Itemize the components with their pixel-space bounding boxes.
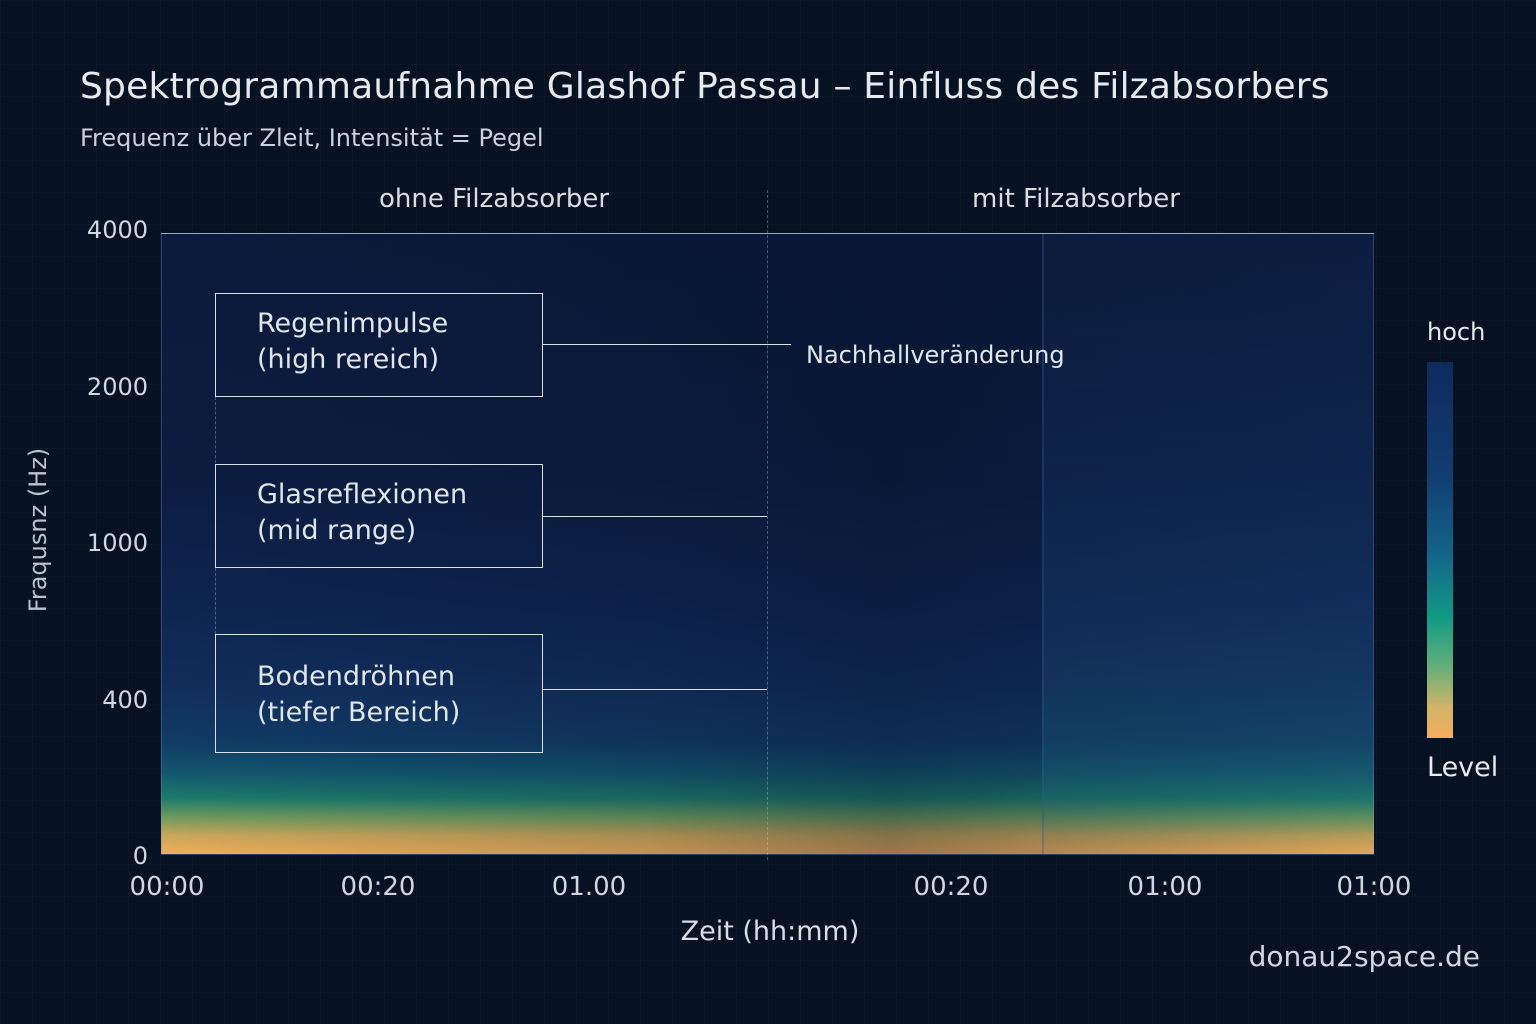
annotation-leader-line <box>543 689 767 690</box>
section-label-without-absorber: ohne Filzabsorber <box>378 184 610 214</box>
colorbar-bottom-label: Level <box>1427 752 1499 783</box>
section-label-with-absorber: mit Filzabsorber <box>972 184 1180 214</box>
x-tick-label: 00:20 <box>340 872 416 902</box>
y-tick-label: 0 <box>132 842 148 870</box>
annotation-note-reverb: Nachhallveränderung <box>806 341 1065 369</box>
annotation-box-glass-reflections: Glasreflexionen (mid range) <box>215 464 543 568</box>
y-axis-label: Fraqusnz (Hz) <box>24 447 52 613</box>
x-tick-label: 00:00 <box>129 872 205 902</box>
chart-title: Spektrogrammaufnahme Glashof Passau – Ei… <box>80 66 1330 107</box>
annotation-box-floor-rumble: Bodendröhnen (tiefer Bereich) <box>215 634 543 753</box>
annotation-connector-dots <box>215 568 216 634</box>
x-tick-label: 01:00 <box>1336 872 1412 902</box>
annotation-subtitle: (tiefer Bereich) <box>257 697 461 728</box>
section-divider <box>767 190 768 860</box>
annotation-box-rain-impulses: Regenimpulse (high rereich) <box>215 293 543 397</box>
annotation-leader-line <box>543 516 767 517</box>
colorbar-top-label: hoch <box>1427 318 1486 346</box>
colorbar <box>1427 362 1453 738</box>
annotation-title: Bodendröhnen <box>257 661 456 692</box>
source-credit: donau2space.de <box>1248 940 1480 973</box>
y-tick-label: 2000 <box>86 373 148 401</box>
annotation-title: Regenimpulse <box>257 308 449 339</box>
y-tick-label: 4000 <box>86 216 148 244</box>
annotation-title: Glasreflexionen <box>257 479 468 510</box>
annotation-subtitle: (mid range) <box>257 515 417 546</box>
chart-subtitle: Frequenz über Zleit, Intensität = Pegel <box>80 124 544 152</box>
annotation-subtitle: (high rereich) <box>257 344 440 375</box>
y-tick-label: 400 <box>102 686 148 714</box>
spectrogram-intensity-fade <box>162 234 1373 854</box>
x-tick-label: 00:20 <box>913 872 989 902</box>
spectrogram-level-step <box>1042 234 1373 854</box>
x-tick-label: 01.00 <box>551 872 627 902</box>
spectrogram-plot-area <box>161 233 1374 855</box>
y-tick-label: 1000 <box>86 529 148 557</box>
annotation-leader-line <box>543 344 791 345</box>
annotation-connector-dots <box>215 397 216 463</box>
x-tick-label: 01:00 <box>1127 872 1203 902</box>
x-axis-label: Zeit (hh:mm) <box>680 916 860 947</box>
